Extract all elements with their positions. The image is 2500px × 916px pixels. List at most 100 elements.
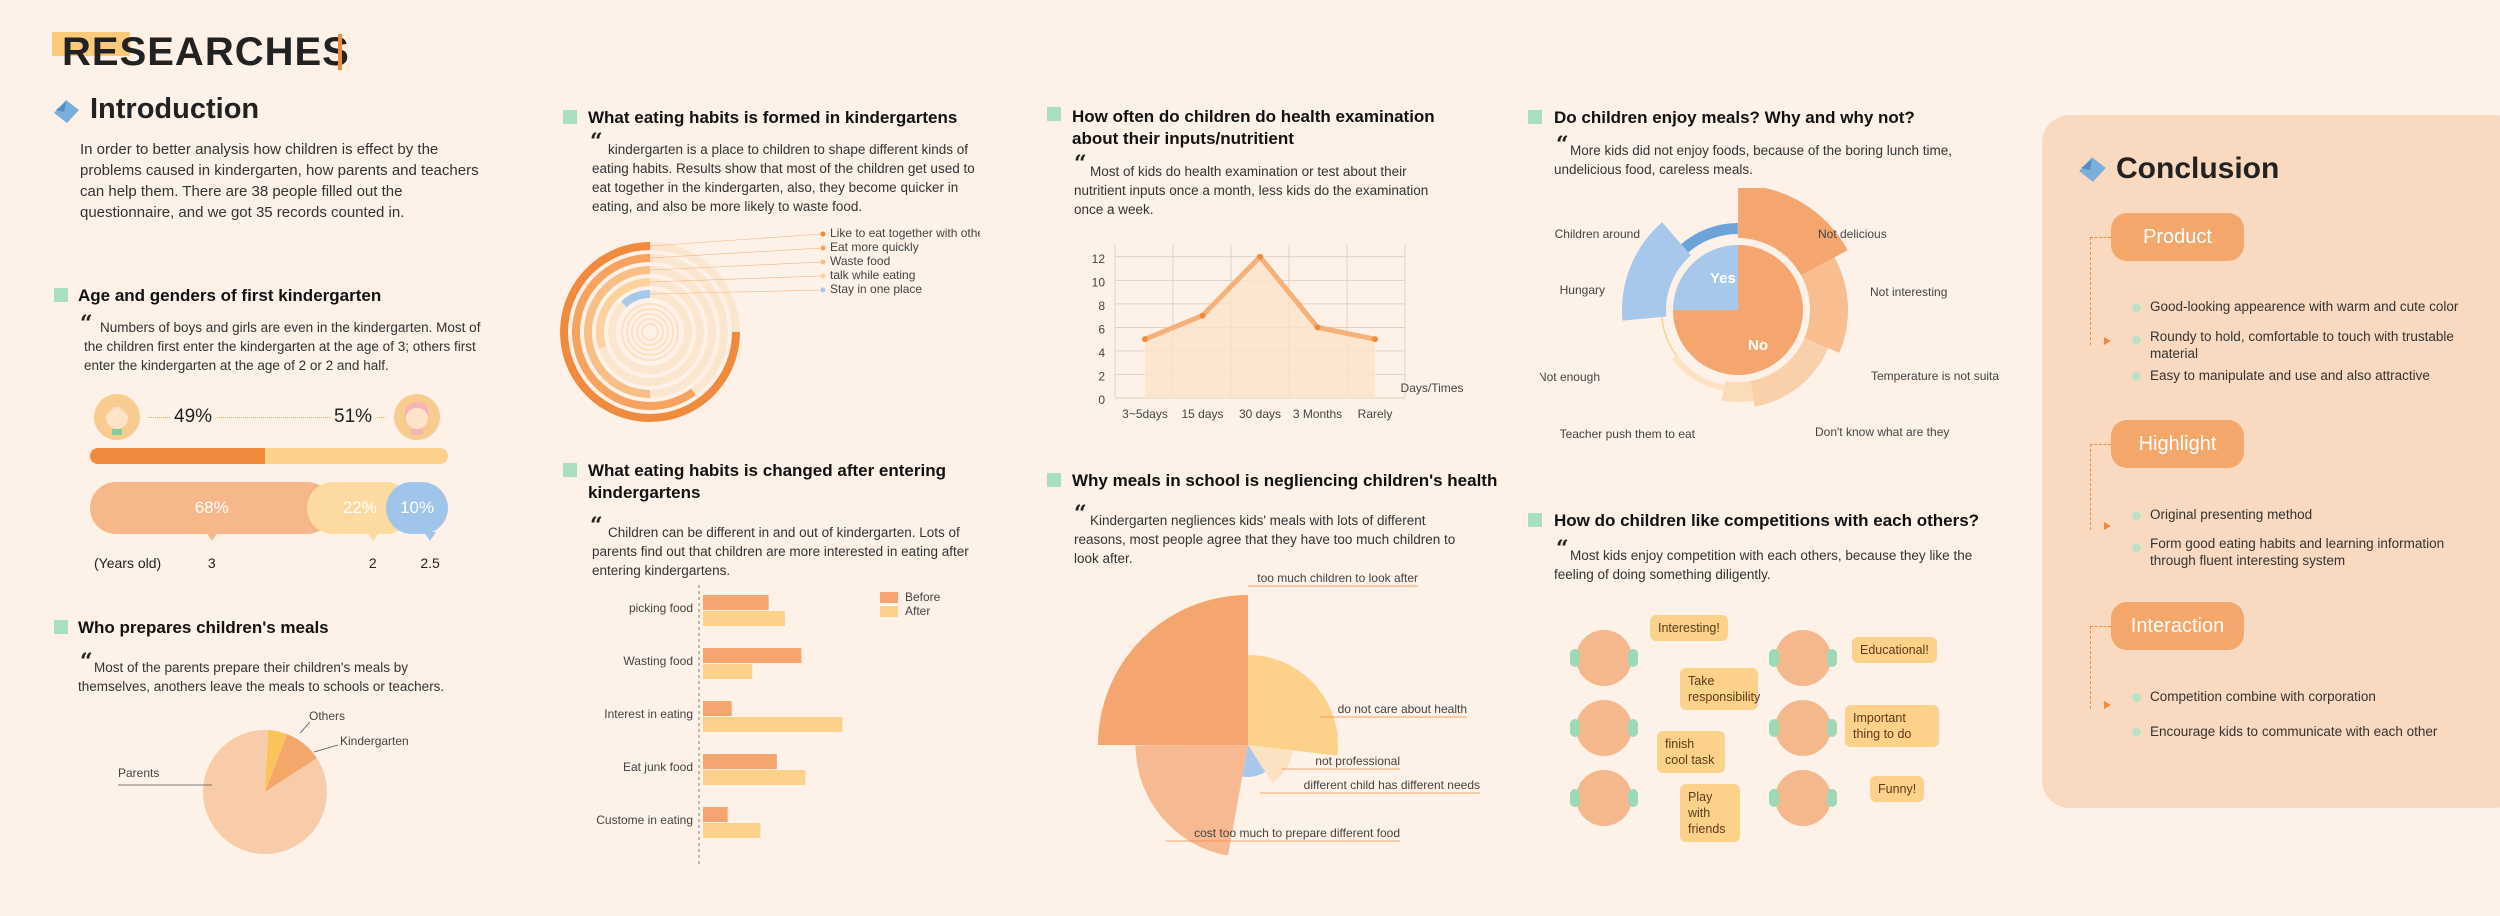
legend-label: Eat more quickly <box>830 240 919 254</box>
polar-slice <box>1242 745 1266 777</box>
pie-slice <box>265 734 317 792</box>
x-tick: 3~5days <box>1122 407 1168 421</box>
bar <box>703 823 761 838</box>
kid-face <box>1769 630 1837 686</box>
y-tick: 8 <box>1098 299 1105 313</box>
bar <box>703 717 843 732</box>
bullet <box>2132 543 2141 552</box>
highlight-button[interactable]: Highlight <box>2111 420 2244 468</box>
polar-slice <box>1098 595 1248 745</box>
title-highlight <box>52 32 130 56</box>
pie-label: Parents <box>118 766 159 780</box>
neglect-chart: too much children to look after do not ca… <box>1098 571 1480 855</box>
polar-label: cost too much to prepare different food <box>1194 826 1400 840</box>
x-axis-label: Days/Times <box>1401 381 1464 395</box>
age-bar: 68% 22% 10% <box>90 482 448 541</box>
conclusion-title: Conclusion <box>2116 152 2280 185</box>
sunburst-outer <box>1721 380 1754 402</box>
pie-label: Others <box>309 709 345 723</box>
bar-category: Eat junk food <box>623 760 693 774</box>
bullet <box>2132 693 2141 702</box>
diamond-icon <box>2077 155 2109 185</box>
gender-bar-boys <box>90 448 266 464</box>
product-item: Good-looking appearence with warm and cu… <box>2150 299 2459 314</box>
kid-face <box>1570 770 1638 826</box>
habits-formed-title: What eating habits is formed in kinderga… <box>588 108 958 127</box>
arrow-icon <box>2104 337 2111 345</box>
product-item: Roundy to hold, comfortable to touch wit… <box>2150 329 2454 361</box>
bullet <box>2132 728 2141 737</box>
section-marker <box>1047 107 1061 121</box>
meals-prep-pie: Others Kindergarten Parents <box>118 709 409 854</box>
age-gender-title: Age and genders of first kindergarten <box>78 286 382 305</box>
age-pointer <box>205 532 218 541</box>
boy-percent: 49% <box>170 406 217 428</box>
y-tick: 2 <box>1098 369 1105 383</box>
gender-dotted-line <box>148 417 386 418</box>
legend-swatch <box>880 606 898 617</box>
sunburst-label: Temperature is not suitable <box>1871 369 2000 383</box>
intro-title: Introduction <box>90 93 260 125</box>
sunburst-outer <box>1738 188 1848 276</box>
y-tick: 12 <box>1092 252 1106 266</box>
health-exam-text: Most of kids do health examination or te… <box>1074 164 1429 217</box>
arrow-icon <box>2104 701 2111 709</box>
legend-label: After <box>905 604 930 618</box>
age-labels: 3 2 2.5 <box>90 555 448 575</box>
section-marker <box>563 110 577 124</box>
neglect-title: Why meals in school is negliencing child… <box>1072 471 1498 490</box>
interaction-button[interactable]: Interaction <box>2111 602 2244 650</box>
pie-label: Kindergarten <box>340 734 409 748</box>
competition-text: Most kids enjoy competition with each ot… <box>1554 548 1973 582</box>
speech-bubble: Take responsibility <box>1680 668 1760 710</box>
y-tick: 10 <box>1092 275 1106 289</box>
interaction-item: Encourage kids to communicate with each … <box>2150 724 2438 739</box>
ring-leader <box>649 247 823 259</box>
section-marker <box>1528 110 1542 124</box>
competition-title: How do children like competitions with e… <box>1554 511 1980 530</box>
line-area <box>1145 256 1375 398</box>
pie-leader <box>299 721 311 734</box>
age-label: 2.5 <box>420 555 440 571</box>
x-tick: 3 Months <box>1293 407 1342 421</box>
habits-changed-title: What eating habits is changed after ente… <box>588 461 946 502</box>
inner-ring <box>626 308 674 356</box>
polar-label: do not care about health <box>1338 702 1467 716</box>
bar-category: Wasting food <box>623 654 693 668</box>
pie-leader <box>313 744 339 753</box>
age-label: 2 <box>368 555 377 571</box>
product-button[interactable]: Product <box>2111 213 2244 261</box>
title-bar-accent <box>338 34 342 70</box>
age-bar-segment: 68% <box>90 482 334 534</box>
quote-icon: “ <box>80 311 93 337</box>
speech-bubble: Interesting! <box>1650 615 1728 641</box>
meals-prep-text: Most of the parents prepare their childr… <box>78 660 445 694</box>
y-tick: 0 <box>1098 393 1105 407</box>
sunburst-label: Not enough <box>1540 370 1600 384</box>
highlight-item: Original presenting method <box>2150 507 2313 522</box>
polar-slice <box>1248 655 1338 756</box>
bullet <box>2132 511 2141 520</box>
age-pointer <box>424 532 437 541</box>
inner-ring <box>621 303 679 361</box>
quote-icon: “ <box>1556 132 1569 158</box>
legend-swatch <box>880 592 898 603</box>
sunburst-no: No <box>1748 337 1768 354</box>
ring-bar <box>596 278 650 349</box>
kid-face <box>1769 770 1837 826</box>
bar <box>703 770 806 785</box>
line-point <box>1142 336 1148 343</box>
boy-avatar <box>94 394 140 440</box>
ring-leader <box>649 261 823 271</box>
age-gender-text: Numbers of boys and girls are even in th… <box>84 320 481 373</box>
health-exam-title: How often do children do health examinat… <box>1072 107 1435 148</box>
connector-line <box>2090 626 2111 709</box>
inner-ring <box>636 318 664 346</box>
habits-changed-chart: picking food Wasting food Interest in eati… <box>596 585 941 865</box>
interaction-item: Competition combine with corporation <box>2150 689 2376 704</box>
kid-face <box>1769 700 1837 756</box>
girl-percent: 51% <box>330 406 377 428</box>
pie-slice <box>203 730 327 854</box>
age-pointer <box>366 532 379 541</box>
